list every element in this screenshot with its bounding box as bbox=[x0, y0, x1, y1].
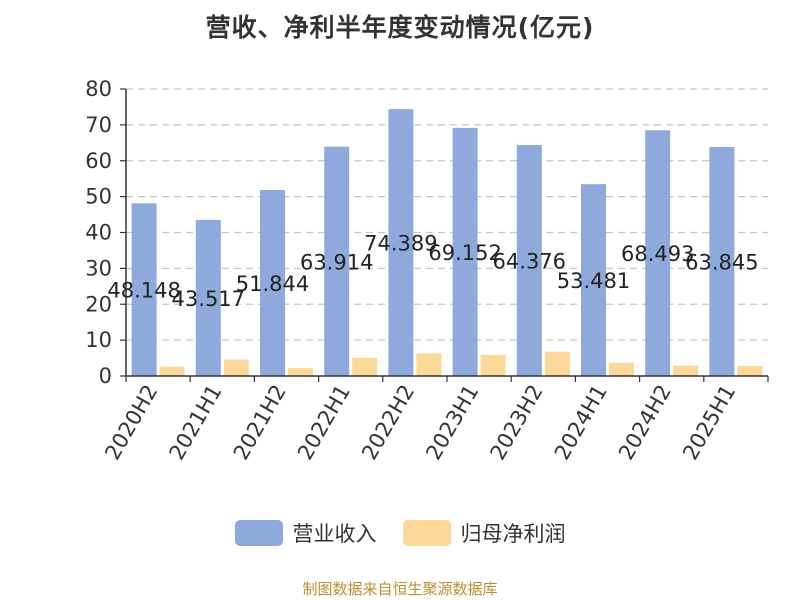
y-tick-label: 70 bbox=[85, 113, 112, 137]
bar-net-profit[interactable] bbox=[480, 354, 506, 376]
bar-revenue[interactable] bbox=[452, 127, 478, 376]
y-tick-label: 10 bbox=[85, 328, 112, 352]
bar-net-profit[interactable] bbox=[609, 362, 634, 376]
y-tick-label: 40 bbox=[85, 221, 112, 245]
bars bbox=[131, 109, 763, 377]
y-tick-label: 30 bbox=[85, 256, 112, 280]
x-tick-label: 2022H1 bbox=[293, 381, 355, 465]
y-tick-label: 80 bbox=[85, 77, 112, 101]
y-tick-label: 60 bbox=[85, 149, 112, 173]
bar-net-profit[interactable] bbox=[159, 366, 185, 376]
bar-net-profit[interactable] bbox=[673, 365, 699, 376]
data-labels: 48.14843.51751.84463.91474.38969.15264.3… bbox=[107, 232, 758, 311]
bar-revenue[interactable] bbox=[195, 219, 221, 376]
data-label-revenue: 74.389 bbox=[364, 232, 437, 256]
bar-revenue[interactable] bbox=[131, 203, 157, 376]
x-tick-label: 2024H2 bbox=[614, 381, 676, 465]
legend-swatch-revenue bbox=[234, 520, 283, 546]
bar-net-profit[interactable] bbox=[352, 357, 378, 376]
x-tick-label: 2023H2 bbox=[486, 381, 548, 465]
legend-label-revenue: 营业收入 bbox=[292, 522, 377, 546]
bar-revenue[interactable] bbox=[260, 190, 285, 376]
y-tick-label: 20 bbox=[85, 292, 112, 316]
x-tick-label: 2021H2 bbox=[229, 381, 291, 465]
x-tick-label: 2020H2 bbox=[100, 381, 162, 465]
bar-net-profit[interactable] bbox=[544, 351, 570, 376]
legend-item-net-profit[interactable]: 归母净利润 bbox=[402, 518, 566, 548]
bar-net-profit[interactable] bbox=[416, 353, 442, 376]
y-tick-label: 50 bbox=[85, 185, 112, 209]
legend-swatch-net-profit bbox=[402, 520, 451, 546]
x-tick-label: 2022H2 bbox=[357, 381, 419, 465]
x-tick-label: 2023H1 bbox=[421, 380, 483, 464]
bar-net-profit[interactable] bbox=[223, 359, 249, 376]
data-label-revenue: 69.152 bbox=[428, 241, 501, 265]
chart-title: 营收、净利半年度变动情况(亿元) bbox=[205, 13, 595, 42]
bar-revenue[interactable] bbox=[516, 145, 542, 376]
source-note: 制图数据来自恒生聚源数据库 bbox=[302, 580, 498, 598]
y-tick-label: 0 bbox=[99, 364, 112, 388]
x-tick-label: 2024H1 bbox=[550, 381, 612, 465]
bar-net-profit[interactable] bbox=[737, 365, 763, 376]
bar-revenue[interactable] bbox=[324, 146, 350, 376]
legend-label-net-profit: 归母净利润 bbox=[460, 522, 566, 546]
data-label-revenue: 48.148 bbox=[107, 279, 180, 303]
x-tick-label: 2021H1 bbox=[165, 381, 227, 465]
data-label-revenue: 63.914 bbox=[300, 250, 373, 274]
data-label-revenue: 53.481 bbox=[557, 269, 630, 293]
bar-net-profit[interactable] bbox=[288, 368, 313, 376]
bar-revenue[interactable] bbox=[645, 130, 671, 376]
bar-revenue[interactable] bbox=[709, 146, 735, 376]
bar-revenue[interactable] bbox=[388, 109, 414, 377]
legend-item-revenue[interactable]: 营业收入 bbox=[234, 518, 377, 548]
x-tick-label: 2025H1 bbox=[678, 381, 740, 465]
data-label-revenue: 43.517 bbox=[172, 287, 245, 311]
data-label-revenue: 68.493 bbox=[621, 242, 694, 266]
data-label-revenue: 63.845 bbox=[685, 250, 758, 274]
data-label-revenue: 64.376 bbox=[493, 250, 566, 274]
legend: 营业收入 归母净利润 bbox=[0, 518, 800, 548]
bar-revenue[interactable] bbox=[581, 184, 606, 376]
data-label-revenue: 51.844 bbox=[236, 272, 309, 296]
